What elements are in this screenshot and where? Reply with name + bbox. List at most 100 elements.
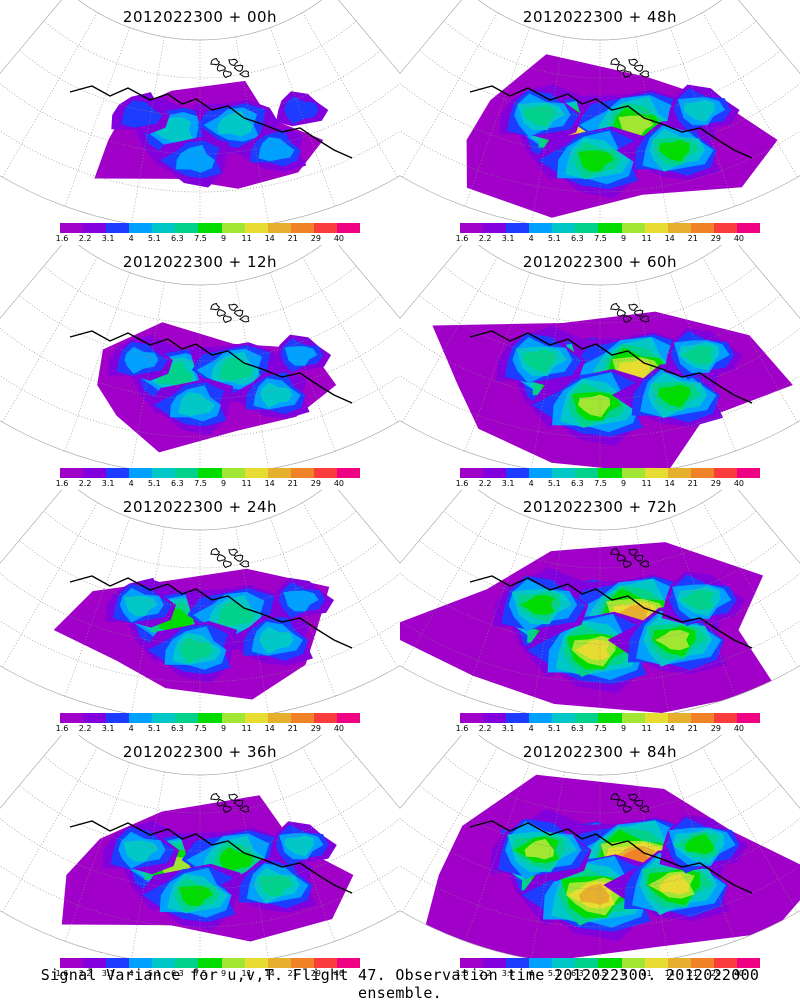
- latitude-line: [43, 265, 357, 324]
- island: [616, 308, 626, 317]
- map-panel: 2012022300 + 48h 1.6 2.2 3.1 4 5.1 6.3 7.5 9 11 14…: [400, 0, 800, 245]
- variance-contour: [680, 590, 715, 610]
- variance-map: [400, 245, 800, 476]
- panel-title: 2012022300 + 84h: [522, 743, 678, 761]
- colorbar-tick-label: 6.3: [571, 724, 584, 733]
- latitude-line: [43, 510, 357, 569]
- coastline: [69, 330, 353, 404]
- colorbar-tick-label: 14: [264, 479, 275, 488]
- variance-contour: [522, 349, 556, 373]
- island: [228, 548, 239, 556]
- colorbar-swatch: [244, 713, 268, 723]
- colorbar-tick-label: 3.1: [501, 724, 515, 733]
- colorbar-swatch: [736, 958, 761, 968]
- island: [216, 308, 226, 317]
- island: [239, 315, 250, 323]
- variance-contour: [658, 140, 690, 162]
- colorbar-tick-label: 5.1: [547, 479, 561, 488]
- colorbar-tick-label: 5.1: [547, 969, 561, 978]
- colorbar-tick-label: 1.6: [55, 724, 69, 733]
- colorbar-tick-label: 21: [687, 479, 698, 488]
- variance-contour: [657, 384, 691, 408]
- variance-contour: [284, 96, 319, 125]
- colorbar-tick-label: 29: [310, 724, 321, 733]
- colorbar-swatch: [336, 958, 361, 968]
- colorbar: [460, 958, 761, 968]
- latitude-line: [443, 755, 757, 814]
- colorbar-swatch: [598, 713, 622, 723]
- island: [228, 793, 239, 801]
- variance-contour: [578, 394, 611, 418]
- colorbar-tick-label: 11: [241, 234, 252, 243]
- colorbar-tick-label: 1.6: [455, 479, 469, 488]
- map-border: [0, 245, 400, 476]
- colorbar-swatch: [129, 713, 153, 723]
- colorbar-swatch: [152, 713, 176, 723]
- colorbar-swatch: [313, 468, 337, 478]
- island: [210, 303, 221, 311]
- coastline: [69, 820, 353, 894]
- colorbar-swatch: [667, 468, 691, 478]
- island: [628, 303, 639, 311]
- colorbar-tick-label: 1.6: [55, 479, 69, 488]
- latitude-line: [400, 865, 800, 928]
- colorbar-swatch: [175, 468, 199, 478]
- colorbar-swatch: [575, 958, 599, 968]
- colorbar-tick-label: 14: [264, 234, 275, 243]
- colorbar-labels: 1.6 2.2 3.1 4 5.1 6.3 7.5 9 11 14 21 29 40: [456, 479, 760, 489]
- colorbar-tick-label: 40: [333, 234, 345, 243]
- colorbar-swatch: [552, 713, 576, 723]
- colorbar-swatch: [244, 958, 268, 968]
- variance-contour: [284, 346, 318, 366]
- colorbar-swatch: [667, 713, 691, 723]
- map-panel: 2012022300 + 00h 1.6 2.2 3.1 4 5.1 6.3 7.5 9 11 14…: [0, 0, 400, 245]
- variance-contour: [259, 626, 294, 654]
- colorbar-tick-label: 21: [287, 234, 298, 243]
- island: [628, 548, 639, 556]
- colorbar-swatch: [106, 713, 130, 723]
- colorbar-tick-label: 1.6: [455, 969, 469, 978]
- colorbar-swatch: [290, 713, 314, 723]
- colorbar-tick-label: 40: [733, 969, 745, 978]
- colorbar-swatch: [267, 223, 291, 233]
- colorbar-tick-label: 7.5: [194, 479, 207, 488]
- map-border: [400, 490, 800, 721]
- colorbar-tick-label: 5.1: [147, 234, 161, 243]
- island: [633, 554, 644, 562]
- colorbar-swatch: [529, 223, 553, 233]
- coastline: [69, 575, 353, 649]
- colorbar-tick-label: 3.1: [501, 234, 515, 243]
- island: [210, 548, 221, 556]
- colorbar-swatch: [106, 468, 130, 478]
- latitude-line: [443, 265, 757, 324]
- island: [633, 799, 644, 807]
- colorbar-tick-label: 7.5: [594, 724, 607, 733]
- colorbar-tick-label: 1.6: [455, 234, 469, 243]
- colorbar-swatch: [621, 958, 645, 968]
- colorbar-swatch: [690, 468, 714, 478]
- variance-contour: [659, 873, 690, 895]
- colorbar-tick-label: 11: [641, 234, 652, 243]
- colorbar-tick-label: 11: [241, 969, 252, 978]
- island: [222, 805, 232, 814]
- latitude-line: [0, 130, 400, 193]
- colorbar-swatch: [529, 958, 553, 968]
- colorbar-tick-label: 2.2: [478, 234, 492, 243]
- island: [233, 64, 244, 72]
- variance-contour: [655, 629, 690, 651]
- colorbar-tick-label: 6.3: [571, 234, 584, 243]
- variance-map: [0, 735, 400, 966]
- colorbar-tick-label: 2.2: [78, 969, 92, 978]
- panel-title: 2012022300 + 72h: [522, 498, 678, 516]
- colorbar-labels: 1.6 2.2 3.1 4 5.1 6.3 7.5 9 11 14 21 29 40: [456, 234, 760, 244]
- colorbar-tick-label: 5.1: [147, 969, 161, 978]
- latitude-line: [0, 818, 400, 890]
- colorbar-tick-label: 6.3: [571, 969, 584, 978]
- map-panel: 2012022300 + 84h 1.6 2.2 3.1 4 5.1 6.3 7.5 9 11 14…: [400, 735, 800, 980]
- colorbar-swatch: [736, 468, 761, 478]
- colorbar-swatch: [60, 468, 84, 478]
- colorbar-swatch: [221, 223, 245, 233]
- colorbar-tick-label: 7.5: [194, 969, 207, 978]
- colorbar-tick-label: 29: [310, 234, 321, 243]
- variance-contour: [151, 116, 193, 143]
